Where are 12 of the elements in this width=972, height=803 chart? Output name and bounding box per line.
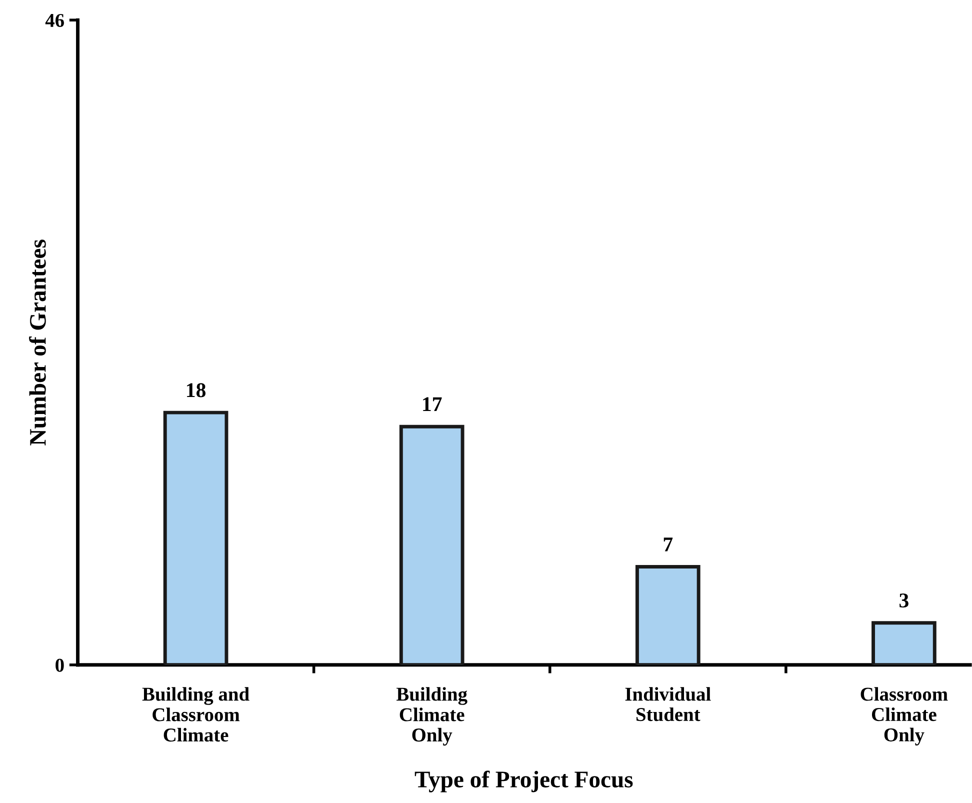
- data-label: 7: [664, 538, 673, 552]
- y-axis-title: Number of Grantees: [29, 240, 46, 446]
- data-label: 17: [423, 397, 442, 412]
- x-tick-label: Building and Classroom Climate: [142, 687, 250, 742]
- x-tick-label: Individual Student: [625, 687, 711, 722]
- data-label: 18: [187, 383, 206, 398]
- y-tick-label: 0: [56, 658, 64, 672]
- data-label: 3: [900, 593, 908, 608]
- x-axis-title: Type of Project Focus: [414, 770, 633, 792]
- y-tick-label: 46: [45, 14, 64, 28]
- x-tick-label: Building Climate Only: [396, 687, 468, 746]
- x-tick-label: Classroom Climate Only: [860, 687, 948, 746]
